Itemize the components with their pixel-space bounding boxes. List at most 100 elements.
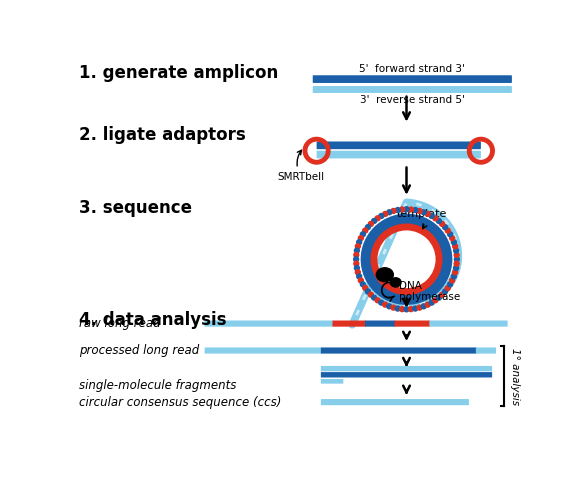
Circle shape xyxy=(353,257,359,262)
Circle shape xyxy=(372,219,377,224)
Circle shape xyxy=(449,236,455,241)
Circle shape xyxy=(437,219,441,224)
Circle shape xyxy=(449,278,455,283)
Circle shape xyxy=(360,232,365,237)
Text: 1. generate amplicon: 1. generate amplicon xyxy=(80,65,279,83)
Circle shape xyxy=(379,300,384,305)
Circle shape xyxy=(355,270,360,275)
Circle shape xyxy=(396,306,400,311)
Text: 3. sequence: 3. sequence xyxy=(80,199,192,217)
Text: 1° analysis: 1° analysis xyxy=(510,348,520,405)
Circle shape xyxy=(437,295,441,300)
Circle shape xyxy=(396,208,400,212)
Text: raw long read: raw long read xyxy=(80,317,161,330)
Circle shape xyxy=(383,211,388,216)
Circle shape xyxy=(372,295,377,300)
Circle shape xyxy=(440,292,445,297)
Circle shape xyxy=(454,265,459,270)
Text: circular consensus sequence (ccs): circular consensus sequence (ccs) xyxy=(80,396,282,409)
Circle shape xyxy=(404,207,409,212)
Circle shape xyxy=(433,216,438,221)
FancyBboxPatch shape xyxy=(316,151,481,158)
Circle shape xyxy=(355,265,359,270)
Circle shape xyxy=(433,298,438,303)
Circle shape xyxy=(359,236,363,241)
Circle shape xyxy=(425,211,430,216)
Text: processed long read: processed long read xyxy=(80,344,200,357)
FancyBboxPatch shape xyxy=(394,320,430,327)
FancyBboxPatch shape xyxy=(321,399,469,405)
Circle shape xyxy=(452,244,458,249)
Circle shape xyxy=(442,225,448,229)
Circle shape xyxy=(400,307,404,312)
Circle shape xyxy=(391,208,396,213)
Circle shape xyxy=(440,222,445,226)
Circle shape xyxy=(360,282,365,287)
Circle shape xyxy=(451,274,456,279)
Circle shape xyxy=(375,216,380,221)
Circle shape xyxy=(454,252,459,258)
Circle shape xyxy=(357,274,362,279)
Circle shape xyxy=(366,225,370,229)
Text: single-molecule fragments: single-molecule fragments xyxy=(80,379,237,392)
Circle shape xyxy=(417,208,422,213)
FancyBboxPatch shape xyxy=(313,75,512,83)
Circle shape xyxy=(359,278,363,283)
FancyBboxPatch shape xyxy=(321,372,492,378)
Circle shape xyxy=(454,261,459,266)
FancyBboxPatch shape xyxy=(205,320,333,327)
FancyBboxPatch shape xyxy=(316,141,481,149)
Text: 4. data analysis: 4. data analysis xyxy=(80,311,227,329)
Circle shape xyxy=(452,270,458,275)
Text: 5'  forward strand 3': 5' forward strand 3' xyxy=(359,64,465,74)
Circle shape xyxy=(387,210,392,215)
Circle shape xyxy=(366,289,370,294)
Ellipse shape xyxy=(390,278,401,287)
FancyBboxPatch shape xyxy=(365,320,396,327)
FancyBboxPatch shape xyxy=(321,347,476,354)
Circle shape xyxy=(448,282,452,287)
Circle shape xyxy=(454,248,459,253)
Circle shape xyxy=(391,305,396,310)
Ellipse shape xyxy=(376,268,393,281)
Circle shape xyxy=(448,232,452,237)
FancyBboxPatch shape xyxy=(476,347,496,354)
Circle shape xyxy=(379,213,384,218)
Circle shape xyxy=(408,307,413,312)
Circle shape xyxy=(421,304,426,309)
Circle shape xyxy=(363,228,368,233)
Circle shape xyxy=(387,304,392,309)
Circle shape xyxy=(357,240,362,244)
Circle shape xyxy=(429,300,434,305)
FancyBboxPatch shape xyxy=(313,86,512,93)
Text: SMRTbell: SMRTbell xyxy=(277,150,324,181)
Circle shape xyxy=(425,302,430,307)
Circle shape xyxy=(355,248,359,253)
Circle shape xyxy=(429,213,434,218)
FancyBboxPatch shape xyxy=(430,320,507,327)
FancyBboxPatch shape xyxy=(321,379,343,383)
Circle shape xyxy=(417,305,422,310)
Circle shape xyxy=(442,289,448,294)
Text: 3'  reverse strand 5': 3' reverse strand 5' xyxy=(360,94,465,104)
Circle shape xyxy=(363,286,368,291)
Circle shape xyxy=(369,222,373,226)
Circle shape xyxy=(354,252,359,258)
Circle shape xyxy=(445,228,450,233)
Circle shape xyxy=(383,302,388,307)
Text: 2. ligate adaptors: 2. ligate adaptors xyxy=(80,126,246,144)
FancyBboxPatch shape xyxy=(205,347,322,354)
Circle shape xyxy=(454,257,459,262)
Circle shape xyxy=(355,244,360,249)
Circle shape xyxy=(375,298,380,303)
FancyBboxPatch shape xyxy=(321,366,492,371)
Circle shape xyxy=(413,208,418,212)
Circle shape xyxy=(413,306,418,311)
Circle shape xyxy=(369,292,373,297)
Text: template: template xyxy=(397,209,448,229)
FancyBboxPatch shape xyxy=(332,320,366,327)
Circle shape xyxy=(400,207,404,212)
Circle shape xyxy=(404,307,409,312)
Circle shape xyxy=(451,240,456,244)
Circle shape xyxy=(445,286,450,291)
